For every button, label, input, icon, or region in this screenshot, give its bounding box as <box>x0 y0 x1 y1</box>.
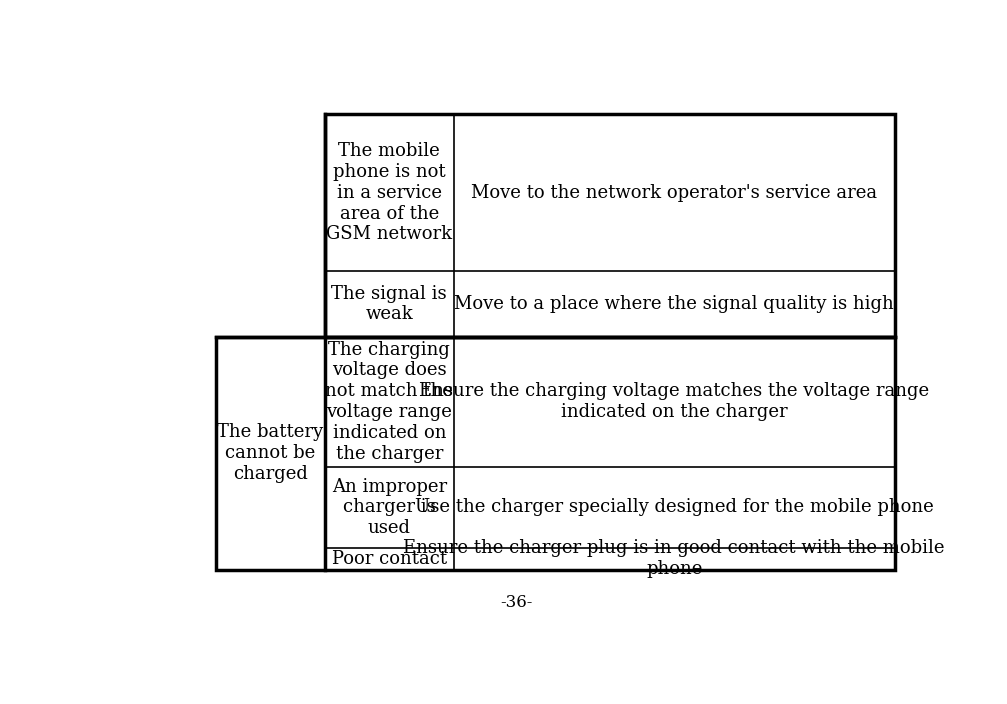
Text: Ensure the charger plug is in good contact with the mobile
phone: Ensure the charger plug is in good conta… <box>404 539 945 578</box>
Text: The charging
voltage does
not match the
voltage range
indicated on
the charger: The charging voltage does not match the … <box>325 341 453 463</box>
Text: Move to the network operator's service area: Move to the network operator's service a… <box>471 184 877 202</box>
Text: Move to a place where the signal quality is high: Move to a place where the signal quality… <box>454 295 894 313</box>
Text: The signal is
weak: The signal is weak <box>331 284 447 323</box>
Text: -36-: -36- <box>499 593 533 610</box>
Bar <box>215 337 894 570</box>
Bar <box>325 114 894 337</box>
Text: Poor contact: Poor contact <box>331 550 447 568</box>
Text: The battery
cannot be
charged: The battery cannot be charged <box>218 423 323 483</box>
Text: The mobile
phone is not
in a service
area of the
GSM network: The mobile phone is not in a service are… <box>326 142 452 244</box>
Text: Use the charger specially designed for the mobile phone: Use the charger specially designed for t… <box>415 498 933 516</box>
Text: An improper
charger is
used: An improper charger is used <box>331 477 447 537</box>
Text: Ensure the charging voltage matches the voltage range
indicated on the charger: Ensure the charging voltage matches the … <box>419 382 929 421</box>
